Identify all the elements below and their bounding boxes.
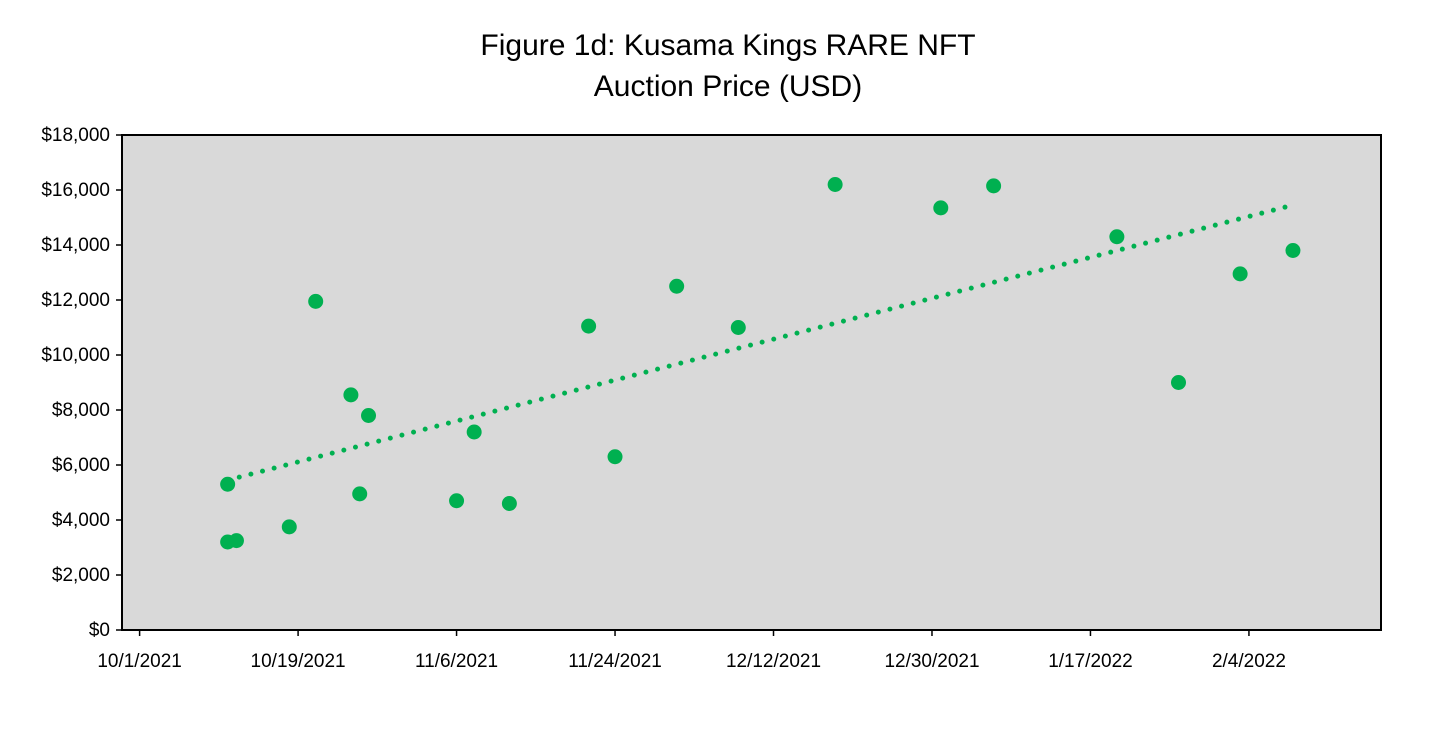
data-point <box>449 493 465 509</box>
data-point <box>669 278 685 294</box>
data-point <box>343 387 359 403</box>
x-tick-label: 11/24/2021 <box>568 651 662 672</box>
x-tick-label: 12/12/2021 <box>726 651 821 672</box>
y-tick-label: $8,000 <box>52 400 110 421</box>
data-point <box>1232 266 1248 282</box>
y-tick-label: $6,000 <box>52 455 110 476</box>
data-point <box>1109 229 1125 245</box>
data-point <box>352 486 368 502</box>
x-tick-label: 10/19/2021 <box>251 651 346 672</box>
y-axis: $0 $2,000 $4,000 $6,000 $8,000 $10,000 $12,000… <box>41 125 122 641</box>
data-point <box>361 408 377 423</box>
y-tick-label: $12,000 <box>41 290 110 311</box>
y-tick-label: $4,000 <box>52 510 110 531</box>
data-point <box>466 424 482 440</box>
scatter-points <box>220 177 1301 550</box>
data-point <box>730 320 746 335</box>
y-tick-label: $2,000 <box>52 565 110 586</box>
data-point <box>1171 375 1187 390</box>
x-tick-label: 1/17/2022 <box>1048 651 1133 672</box>
data-point <box>933 200 949 216</box>
x-tick-label: 12/30/2021 <box>884 651 979 672</box>
data-point <box>308 293 324 309</box>
x-tick-label: 2/4/2022 <box>1212 651 1286 672</box>
data-point <box>281 519 297 535</box>
y-tick-label: $0 <box>89 620 110 641</box>
data-point <box>501 496 517 511</box>
x-axis: 10/1/2021 10/19/2021 11/6/2021 11/24/2021 12… <box>97 630 1286 672</box>
data-point <box>1285 243 1301 258</box>
x-tick-label: 11/6/2021 <box>415 651 498 672</box>
chart-title-line-1: Figure 1d: Kusama Kings RARE NFT <box>480 29 975 62</box>
data-point <box>827 177 843 192</box>
data-point <box>986 178 1002 194</box>
y-tick-label: $14,000 <box>41 235 110 256</box>
data-point <box>228 533 244 549</box>
data-point <box>581 318 597 334</box>
chart-title-line-2: Auction Price (USD) <box>594 70 862 103</box>
y-tick-label: $16,000 <box>41 180 110 201</box>
trendline-path <box>225 202 1296 483</box>
y-tick-label: $18,000 <box>41 125 110 146</box>
plot-area <box>121 134 1382 631</box>
trendline <box>225 202 1296 483</box>
x-tick-label: 10/1/2021 <box>97 651 182 672</box>
data-point <box>607 449 623 465</box>
data-point <box>220 476 236 492</box>
y-tick-label: $10,000 <box>41 345 110 366</box>
